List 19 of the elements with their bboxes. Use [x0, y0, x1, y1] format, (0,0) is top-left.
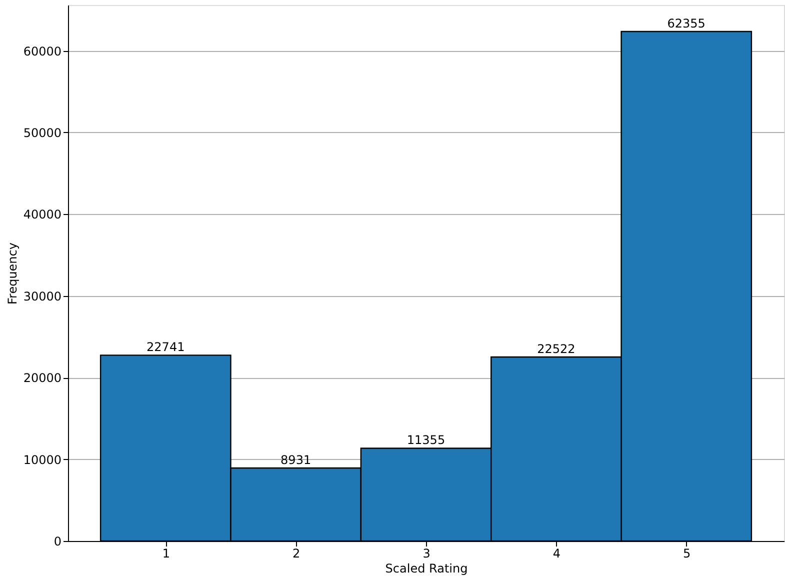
data-label: 11355: [406, 433, 446, 448]
data-label: 22522: [537, 342, 576, 356]
y-tick-label: 10000: [23, 452, 62, 467]
x-tick-label: 5: [683, 546, 691, 560]
y-tick-label: 0: [54, 534, 62, 548]
y-tick-label: 20000: [23, 371, 62, 386]
y-tick-label: 30000: [23, 289, 62, 304]
x-tick-label: 1: [162, 546, 170, 560]
y-tick-label: 40000: [23, 208, 62, 222]
y-tick-label: 60000: [23, 44, 62, 58]
x-tick-label: 2: [292, 546, 300, 560]
data-label: 8931: [280, 453, 312, 468]
y-axis-title: Frequency: [5, 242, 20, 304]
x-tick-label: 4: [552, 546, 560, 560]
y-tick-label: 50000: [23, 126, 62, 140]
data-label: 62355: [667, 16, 706, 31]
data-label: 22741: [146, 340, 185, 354]
x-tick-label: 3: [422, 546, 430, 560]
x-axis-title: Scaled Rating: [385, 562, 468, 576]
